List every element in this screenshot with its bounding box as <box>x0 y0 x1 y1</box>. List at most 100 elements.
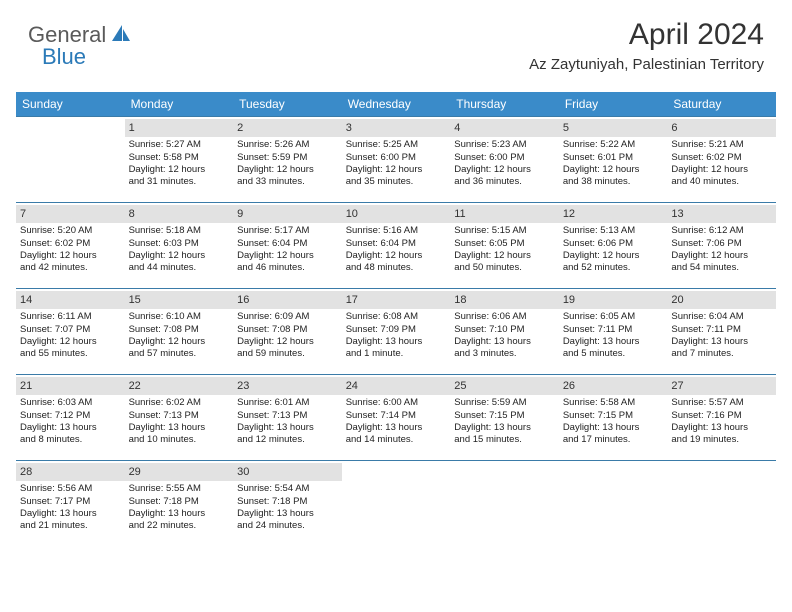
day-number: 27 <box>667 377 776 395</box>
calendar-day-cell: 11Sunrise: 5:15 AMSunset: 6:05 PMDayligh… <box>450 203 559 289</box>
daylight1-label: Daylight: 13 hours <box>346 422 447 434</box>
calendar-week-row: 7Sunrise: 5:20 AMSunset: 6:02 PMDaylight… <box>16 203 776 289</box>
calendar-day-cell: 20 Sunrise: 6:04 AMSunset: 7:11 PMDayligh… <box>667 289 776 375</box>
daylight1-label: Daylight: 13 hours <box>20 508 121 520</box>
sunset-label: Sunset: 6:02 PM <box>671 152 772 164</box>
daylight1-label: Daylight: 12 hours <box>237 250 338 262</box>
day-number: 20 <box>667 291 776 309</box>
sunset-label: Sunset: 7:11 PM <box>563 324 664 336</box>
daylight2-label: and 8 minutes. <box>20 434 121 446</box>
daylight2-label: and 48 minutes. <box>346 262 447 274</box>
sunset-label: Sunset: 7:14 PM <box>346 410 447 422</box>
sunset-label: Sunset: 7:11 PM <box>671 324 772 336</box>
page-title: April 2024 <box>529 18 764 52</box>
calendar-day-cell: 10Sunrise: 5:16 AMSunset: 6:04 PMDayligh… <box>342 203 451 289</box>
daylight2-label: and 17 minutes. <box>563 434 664 446</box>
calendar-day-cell: 19Sunrise: 6:05 AMSunset: 7:11 PMDayligh… <box>559 289 668 375</box>
sunset-label: Sunset: 5:59 PM <box>237 152 338 164</box>
calendar-day-cell: 13Sunrise: 6:12 AMSunset: 7:06 PMDayligh… <box>667 203 776 289</box>
day-number: 11 <box>450 205 559 223</box>
sunset-label: Sunset: 7:08 PM <box>237 324 338 336</box>
sunrise-label: Sunrise: 6:04 AM <box>671 311 772 323</box>
sunset-label: Sunset: 7:06 PM <box>671 238 772 250</box>
calendar-day-cell: 9Sunrise: 5:17 AMSunset: 6:04 PMDaylight… <box>233 203 342 289</box>
day-number: 17 <box>342 291 451 309</box>
daylight2-label: and 46 minutes. <box>237 262 338 274</box>
calendar-day-cell: 30Sunrise: 5:54 AMSunset: 7:18 PMDayligh… <box>233 461 342 547</box>
sunrise-label: Sunrise: 5:56 AM <box>20 483 121 495</box>
sunrise-label: Sunrise: 5:22 AM <box>563 139 664 151</box>
daylight2-label: and 31 minutes. <box>129 176 230 188</box>
calendar-day-cell: 22Sunrise: 6:02 AMSunset: 7:13 PMDayligh… <box>125 375 234 461</box>
calendar-week-row: 14Sunrise: 6:11 AMSunset: 7:07 PMDayligh… <box>16 289 776 375</box>
sunrise-label: Sunrise: 5:23 AM <box>454 139 555 151</box>
sunset-label: Sunset: 7:15 PM <box>454 410 555 422</box>
sunset-label: Sunset: 7:18 PM <box>237 496 338 508</box>
sunrise-label: Sunrise: 5:55 AM <box>129 483 230 495</box>
calendar-day-cell: 8Sunrise: 5:18 AMSunset: 6:03 PMDaylight… <box>125 203 234 289</box>
weekday-header: Tuesday <box>233 92 342 117</box>
sunset-label: Sunset: 7:12 PM <box>20 410 121 422</box>
calendar-day-cell: 14Sunrise: 6:11 AMSunset: 7:07 PMDayligh… <box>16 289 125 375</box>
weekday-header: Sunday <box>16 92 125 117</box>
daylight1-label: Daylight: 12 hours <box>20 250 121 262</box>
daylight2-label: and 55 minutes. <box>20 348 121 360</box>
daylight1-label: Daylight: 12 hours <box>346 164 447 176</box>
day-number: 13 <box>667 205 776 223</box>
sunrise-label: Sunrise: 6:06 AM <box>454 311 555 323</box>
daylight2-label: and 52 minutes. <box>563 262 664 274</box>
day-number: 10 <box>342 205 451 223</box>
sunset-label: Sunset: 7:16 PM <box>671 410 772 422</box>
sunrise-label: Sunrise: 6:01 AM <box>237 397 338 409</box>
daylight2-label: and 19 minutes. <box>671 434 772 446</box>
calendar-day-cell: 6Sunrise: 5:21 AMSunset: 6:02 PMDaylight… <box>667 117 776 203</box>
calendar-week-row: 1Sunrise: 5:27 AMSunset: 5:58 PMDaylight… <box>16 117 776 203</box>
calendar-day-cell: 28Sunrise: 5:56 AMSunset: 7:17 PMDayligh… <box>16 461 125 547</box>
sunrise-label: Sunrise: 6:11 AM <box>20 311 121 323</box>
daylight1-label: Daylight: 13 hours <box>237 508 338 520</box>
sunset-label: Sunset: 7:09 PM <box>346 324 447 336</box>
calendar-day-cell: 1Sunrise: 5:27 AMSunset: 5:58 PMDaylight… <box>125 117 234 203</box>
calendar-day-cell: 26Sunrise: 5:58 AMSunset: 7:15 PMDayligh… <box>559 375 668 461</box>
day-number: 12 <box>559 205 668 223</box>
sunset-label: Sunset: 6:04 PM <box>237 238 338 250</box>
daylight1-label: Daylight: 12 hours <box>129 164 230 176</box>
calendar-day-cell <box>16 117 125 203</box>
sunset-label: Sunset: 7:17 PM <box>20 496 121 508</box>
daylight2-label: and 33 minutes. <box>237 176 338 188</box>
daylight2-label: and 5 minutes. <box>563 348 664 360</box>
daylight1-label: Daylight: 12 hours <box>563 164 664 176</box>
daylight1-label: Daylight: 12 hours <box>454 164 555 176</box>
sunset-label: Sunset: 7:18 PM <box>129 496 230 508</box>
day-number: 25 <box>450 377 559 395</box>
day-number: 18 <box>450 291 559 309</box>
calendar-day-cell <box>450 461 559 547</box>
calendar-day-cell: 29Sunrise: 5:55 AMSunset: 7:18 PMDayligh… <box>125 461 234 547</box>
sunrise-label: Sunrise: 5:18 AM <box>129 225 230 237</box>
daylight1-label: Daylight: 13 hours <box>454 336 555 348</box>
calendar-day-cell: 7Sunrise: 5:20 AMSunset: 6:02 PMDaylight… <box>16 203 125 289</box>
daylight1-label: Daylight: 13 hours <box>671 336 772 348</box>
daylight2-label: and 42 minutes. <box>20 262 121 274</box>
day-number: 2 <box>233 119 342 137</box>
calendar-day-cell: 18Sunrise: 6:06 AMSunset: 7:10 PMDayligh… <box>450 289 559 375</box>
day-number: 29 <box>125 463 234 481</box>
weekday-header-row: SundayMondayTuesdayWednesdayThursdayFrid… <box>16 92 776 117</box>
daylight2-label: and 15 minutes. <box>454 434 555 446</box>
sunset-label: Sunset: 6:02 PM <box>20 238 121 250</box>
calendar-day-cell: 25Sunrise: 5:59 AMSunset: 7:15 PMDayligh… <box>450 375 559 461</box>
calendar-day-cell <box>559 461 668 547</box>
day-number: 8 <box>125 205 234 223</box>
sunrise-label: Sunrise: 5:16 AM <box>346 225 447 237</box>
sunset-label: Sunset: 6:01 PM <box>563 152 664 164</box>
sunrise-label: Sunrise: 6:03 AM <box>20 397 121 409</box>
daylight1-label: Daylight: 13 hours <box>20 422 121 434</box>
daylight1-label: Daylight: 12 hours <box>237 336 338 348</box>
daylight2-label: and 44 minutes. <box>129 262 230 274</box>
day-number: 19 <box>559 291 668 309</box>
sunrise-label: Sunrise: 6:05 AM <box>563 311 664 323</box>
title-block: April 2024 Az Zaytuniyah, Palestinian Te… <box>529 18 764 73</box>
sunrise-label: Sunrise: 5:54 AM <box>237 483 338 495</box>
weekday-header: Thursday <box>450 92 559 117</box>
sunrise-label: Sunrise: 5:13 AM <box>563 225 664 237</box>
